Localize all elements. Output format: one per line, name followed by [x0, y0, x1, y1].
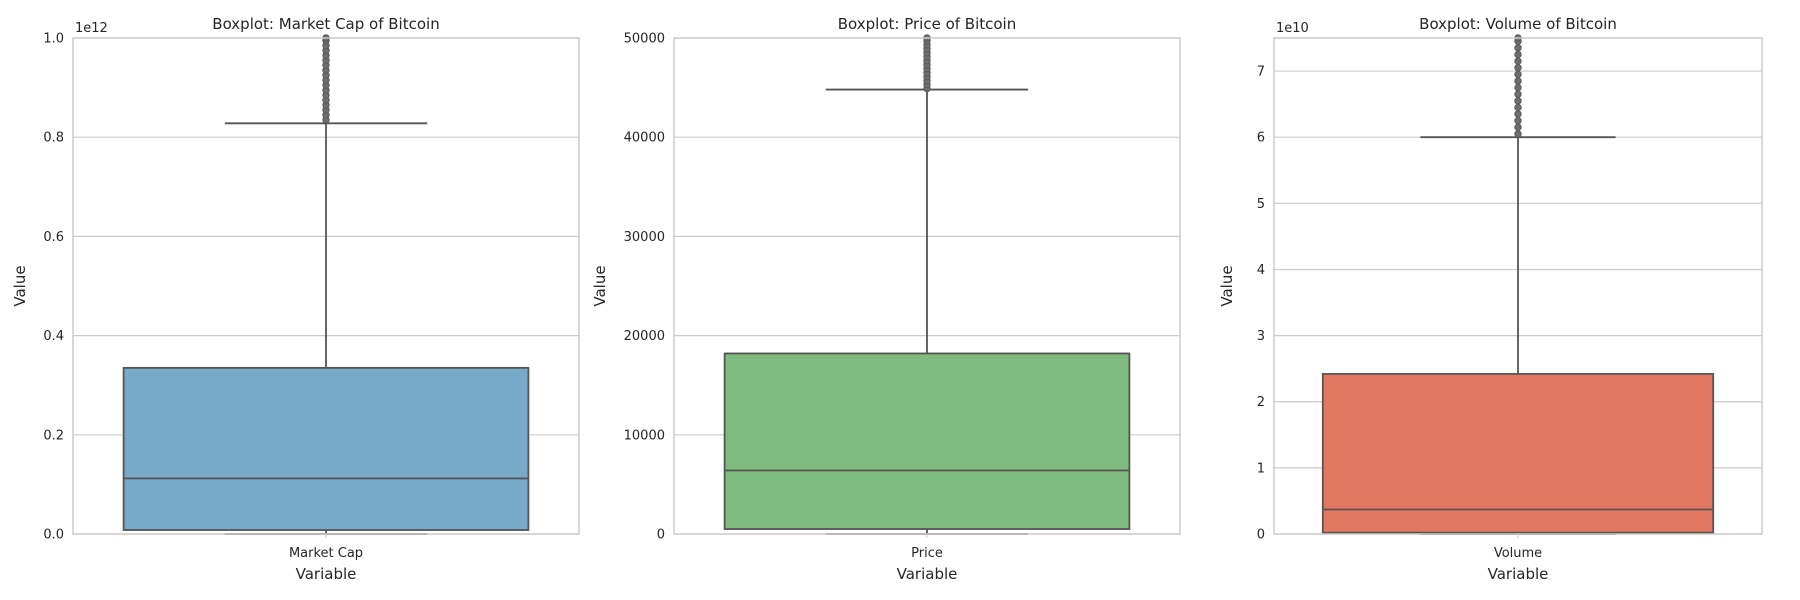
outlier-point: [1514, 103, 1522, 112]
y-tick-label: 30000: [624, 230, 665, 245]
outlier-point: [1514, 64, 1522, 72]
y-axis-label: Value: [1218, 265, 1236, 306]
y-tick-label: 0: [1257, 528, 1265, 543]
y-tick-label: 6: [1257, 131, 1265, 146]
outlier-point: [1514, 77, 1522, 85]
subplot-volume: 0 1 2 3 4 5 6 7 Volume Boxplot: Volume of Bitcoin…: [1218, 15, 1763, 583]
x-tick-label: Price: [911, 546, 943, 561]
y-tick-label: 10000: [624, 428, 665, 443]
y-tick-label: 0.4: [43, 329, 64, 344]
y-offset-text: 1e10: [1276, 21, 1309, 36]
y-tick-label: 0.8: [43, 131, 64, 146]
y-tick-label: 20000: [624, 329, 665, 344]
y-tick-label: 1: [1257, 461, 1265, 476]
y-axis-label: Value: [591, 265, 609, 306]
outlier-point: [1514, 130, 1522, 138]
y-tick-label: 0.0: [43, 528, 64, 543]
y-tick-label: 0.6: [43, 230, 64, 245]
outlier-point: [1514, 116, 1522, 125]
iqr-box: [723, 352, 1131, 530]
y-tick-label: 50000: [624, 32, 665, 47]
y-tick-label: 0: [657, 528, 665, 543]
x-axis-label: Variable: [1488, 565, 1549, 583]
outlier-point: [1514, 110, 1522, 118]
subplot-market-cap: 0.0 0.2 0.4 0.6 0.8 1.0 Market Cap Boxplot: Mar…: [11, 15, 580, 583]
y-offset-text: 1e12: [75, 21, 108, 36]
outlier-point: [1514, 57, 1522, 65]
chart-title: Boxplot: Market Cap of Bitcoin: [212, 15, 439, 33]
iqr-box: [1321, 373, 1715, 534]
chart-title: Boxplot: Price of Bitcoin: [838, 15, 1016, 33]
y-tick-label: 0.2: [43, 428, 64, 443]
outlier-point: [1514, 44, 1522, 52]
chart-title: Boxplot: Volume of Bitcoin: [1419, 15, 1617, 33]
outlier-point: [1514, 50, 1522, 59]
y-tick-label: 1.0: [43, 32, 64, 47]
y-tick-label: 5: [1257, 197, 1265, 212]
y-tick-label: 2: [1257, 395, 1265, 410]
outlier-point: [1514, 70, 1522, 79]
x-tick-label: Market Cap: [289, 546, 363, 561]
y-tick-label: 40000: [624, 131, 665, 146]
outlier-point: [1514, 83, 1522, 92]
y-tick-label: 3: [1257, 329, 1265, 344]
outlier-point: [1514, 123, 1522, 131]
iqr-box: [122, 366, 530, 531]
subplot-price: 0 10000 20000 30000 40000 50000 Price Boxplot: …: [591, 15, 1181, 583]
x-tick-label: Volume: [1494, 546, 1542, 561]
x-axis-label: Variable: [296, 565, 357, 583]
outlier-point: [1514, 97, 1522, 105]
y-tick-label: 4: [1257, 263, 1265, 278]
y-axis-label: Value: [11, 265, 29, 306]
x-axis-label: Variable: [897, 565, 958, 583]
y-tick-label: 7: [1257, 65, 1265, 80]
outlier-point: [1514, 90, 1522, 98]
